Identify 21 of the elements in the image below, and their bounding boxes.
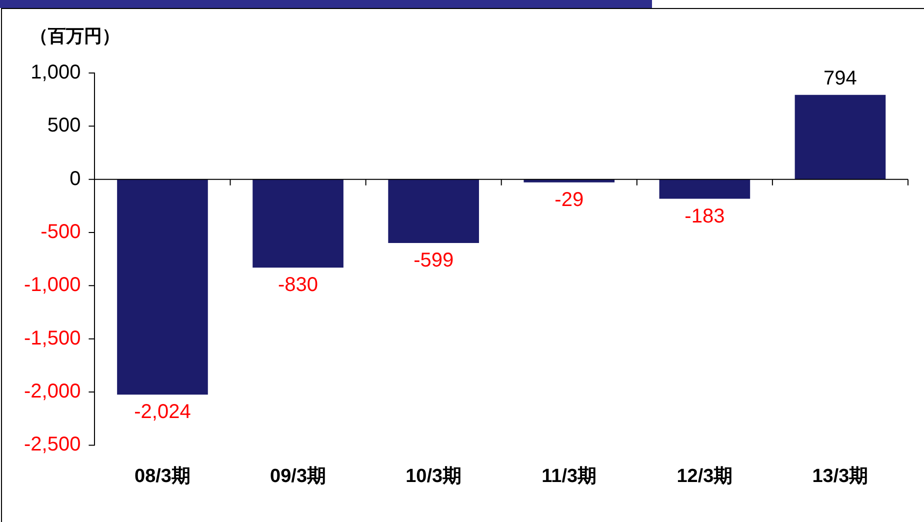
data-label: -830 bbox=[278, 274, 318, 296]
x-tick-label: 08/3期 bbox=[134, 466, 190, 487]
y-tick-label: -2,500 bbox=[24, 434, 81, 456]
data-label: -2,024 bbox=[134, 401, 191, 424]
y-tick-label: 1,000 bbox=[30, 62, 81, 84]
y-tick-label: -2,000 bbox=[24, 380, 81, 403]
data-label: -29 bbox=[554, 188, 584, 211]
y-tick-label: -500 bbox=[40, 221, 81, 244]
x-tick-label: 10/3期 bbox=[406, 466, 462, 487]
y-axis-title: （百万円） bbox=[30, 25, 120, 48]
y-tick-label: 0 bbox=[70, 168, 81, 190]
y-tick-label: 500 bbox=[47, 114, 81, 137]
x-tick-label: 12/3期 bbox=[676, 466, 733, 487]
y-tick-label: -1,500 bbox=[24, 327, 81, 350]
y-tick-label: -1,000 bbox=[24, 274, 81, 296]
x-tick-label: 09/3期 bbox=[270, 466, 326, 487]
x-tick-label: 13/3期 bbox=[812, 466, 868, 487]
data-label: -599 bbox=[414, 250, 454, 272]
data-label: 794 bbox=[824, 67, 857, 90]
data-label: -183 bbox=[684, 205, 725, 228]
x-tick-label: 11/3期 bbox=[542, 466, 597, 487]
